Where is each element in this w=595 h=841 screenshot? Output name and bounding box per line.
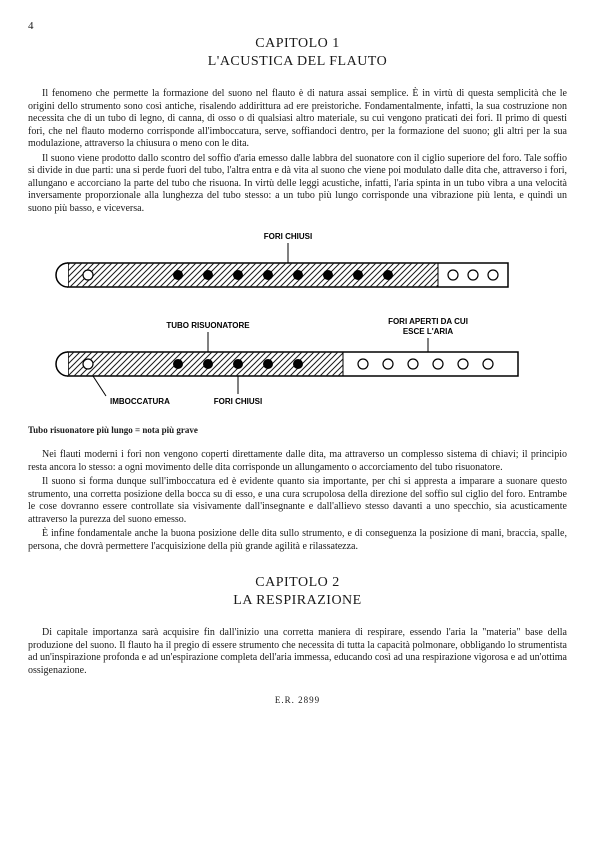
chapter2-para1: Di capitale importanza sarà acquisire fi… xyxy=(28,627,567,677)
label-fori-chiusi: FORI CHIUSI xyxy=(264,232,312,241)
chapter1-para2: Il suono viene prodotto dallo scontro de… xyxy=(28,153,567,216)
label-fori-chiusi-2: FORI CHIUSI xyxy=(214,397,262,406)
chapter1-title: CAPITOLO 1 xyxy=(28,36,567,52)
label-fori-aperti-line1: FORI APERTI DA CUI xyxy=(388,317,468,326)
chapter1-para4: Il suono si forma dunque sull'imboccatur… xyxy=(28,476,567,526)
diagram1: FORI CHIUSI xyxy=(28,227,567,302)
label-fori-aperti-line2: ESCE L'ARIA xyxy=(403,327,454,336)
caption-bold: Tubo risuonatore più lungo = nota più gr… xyxy=(28,425,567,435)
page-number: 4 xyxy=(28,20,567,32)
page: 4 CAPITOLO 1 L'ACUSTICA DEL FLAUTO Il fe… xyxy=(0,0,595,715)
chapter1-para1: Il fenomeno che permette la formazione d… xyxy=(28,88,567,151)
chapter1-para3: Nei flauti moderni i fori non vengono co… xyxy=(28,449,567,474)
diagram2: TUBO RISUONATORE FORI APERTI DA CUI ESCE… xyxy=(28,314,567,419)
label-tubo: TUBO RISUONATORE xyxy=(166,321,250,330)
footer: E.R. 2899 xyxy=(28,695,567,705)
flute-diagram-2: TUBO RISUONATORE FORI APERTI DA CUI ESCE… xyxy=(28,314,548,414)
chapter2-title: CAPITOLO 2 xyxy=(28,575,567,591)
chapter1-para5: È infine fondamentale anche la buona pos… xyxy=(28,528,567,553)
chapter1-subtitle: L'ACUSTICA DEL FLAUTO xyxy=(28,54,567,70)
label-imboccatura: IMBOCCATURA xyxy=(110,397,170,406)
open-holes-2 xyxy=(358,359,493,369)
flute-diagram-1: FORI CHIUSI xyxy=(28,227,548,297)
open-holes xyxy=(448,270,498,280)
chapter2-subtitle: LA RESPIRAZIONE xyxy=(28,593,567,609)
